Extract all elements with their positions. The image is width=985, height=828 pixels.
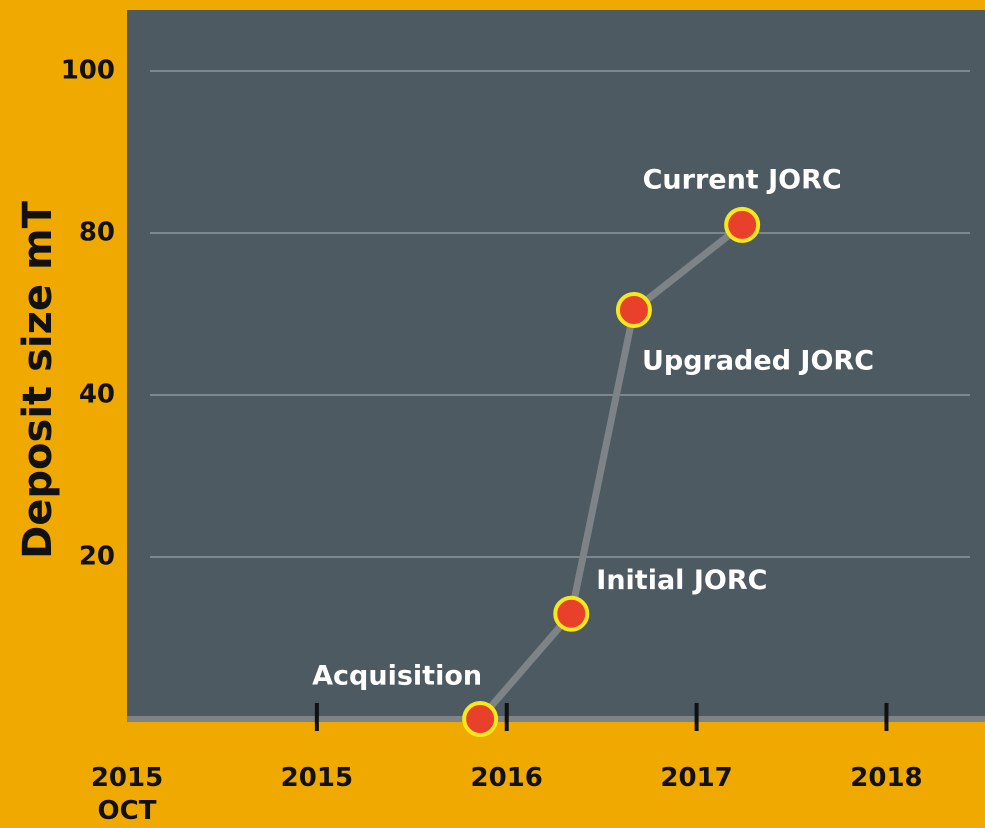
marker (462, 701, 499, 737)
marker (615, 291, 652, 328)
x-tick-label: 2016 (470, 763, 543, 793)
y-tick-label: 20 (79, 542, 115, 572)
point-label: Acquisition (312, 661, 482, 692)
marker (553, 595, 590, 632)
x-tick-label: 2015 OCT (90, 763, 164, 826)
x-tick-label: 2017 (660, 763, 733, 793)
y-tick-label: 80 (79, 218, 115, 248)
marker (724, 206, 761, 243)
x-tick-label: 2015 (280, 763, 354, 793)
x-tick-label: 2018 (850, 763, 923, 793)
y-tick-label: 100 (61, 56, 115, 86)
y-axis-label: Deposit size mT (15, 200, 61, 559)
point-label: Current JORC (643, 164, 842, 195)
y-tick-label: 40 (79, 380, 115, 410)
point-label: Upgraded JORC (642, 345, 874, 376)
line (477, 222, 745, 722)
plot-area (127, 10, 985, 719)
point-label: Initial JORC (596, 565, 767, 596)
